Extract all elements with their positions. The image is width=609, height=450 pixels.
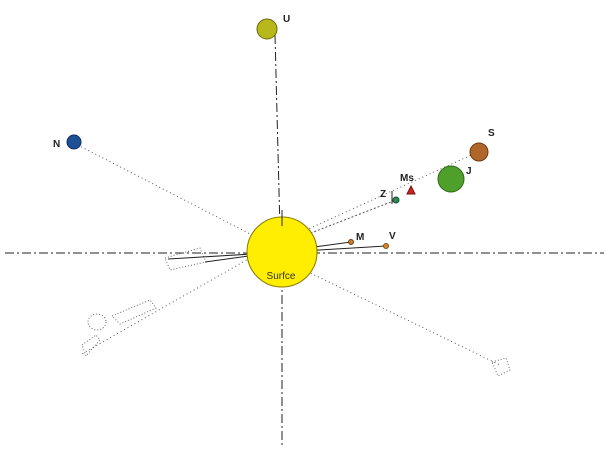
vertical-axis-upper bbox=[274, 34, 281, 231]
venus-planet bbox=[383, 243, 389, 249]
ghost-jupiter-outline bbox=[111, 299, 157, 325]
neptune-planet bbox=[66, 134, 82, 150]
venus-label: V bbox=[389, 231, 396, 242]
uranus-label: U bbox=[283, 14, 290, 25]
neptune-direction-line bbox=[73, 142, 253, 236]
mercury-label: M bbox=[356, 232, 364, 243]
sun-label: Surfce bbox=[267, 271, 296, 282]
neptune-label: N bbox=[53, 139, 60, 150]
mars-label: Ms bbox=[400, 173, 414, 184]
saturn-planet bbox=[469, 142, 489, 162]
mars-planet bbox=[406, 184, 416, 195]
ghost-outline-lower-left bbox=[81, 299, 157, 357]
uranus-planet bbox=[256, 18, 278, 40]
mercury-planet bbox=[348, 239, 354, 245]
ghost-saturn-outline bbox=[87, 313, 107, 331]
anti-saturn-direction-line bbox=[79, 257, 251, 356]
ghost-neptune-outline bbox=[491, 357, 511, 377]
jupiter-planet bbox=[437, 165, 465, 193]
earth-planet bbox=[392, 196, 400, 204]
saturn-label: S bbox=[488, 128, 495, 139]
ghost-outline-lower-right bbox=[491, 357, 511, 377]
earth-label: Z bbox=[380, 189, 386, 200]
ghost-tail-outline bbox=[81, 334, 101, 357]
jupiter-label: J bbox=[466, 166, 472, 177]
